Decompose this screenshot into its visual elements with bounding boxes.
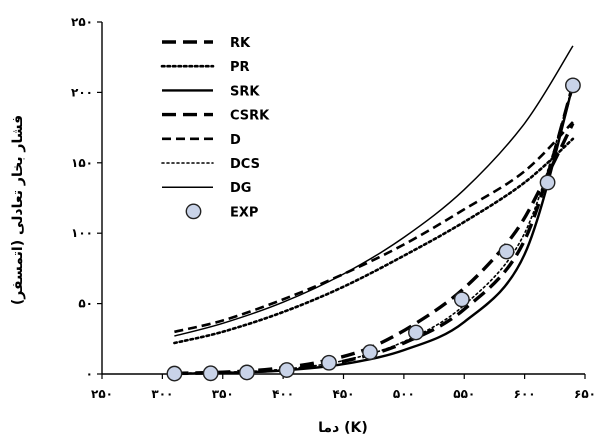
exp-point — [408, 324, 424, 341]
axes: ۰ ۵۰ ۱۰۰ ۱۵۰ ۲۰۰ ۲۵۰ ۲۵۰ ۳۰۰ ۳۵۰ ۴۰۰ ۴۵۰ ۵۰۰ ۵۵۰ ۶۰۰ ۶… — [71, 15, 596, 401]
exp-point — [498, 243, 515, 260]
y-tick-label: ۲۵۰ — [71, 15, 93, 29]
legend-label-dg: DG — [230, 181, 251, 196]
series-line-dcs — [173, 84, 574, 375]
exp-point — [362, 344, 378, 361]
x-tick-label: ۶۰۰ — [514, 387, 536, 401]
x-tick-label: ۵۰۰ — [393, 387, 415, 401]
x-tick-label: ۴۵۰ — [333, 387, 355, 401]
exp-point — [453, 291, 470, 308]
exp-point — [321, 354, 337, 371]
legend-marker-exp — [185, 203, 202, 220]
legend-label-pr: PR — [230, 60, 250, 75]
plot-area — [166, 45, 581, 382]
legend-label-d: D — [230, 133, 241, 148]
exp-point — [238, 364, 255, 381]
x-tick-label: ۶۵۰ — [574, 387, 596, 401]
legend-label-srk: SRK — [230, 84, 260, 99]
exp-point — [166, 365, 183, 382]
exp-point — [278, 362, 295, 378]
y-tick-label: ۱۰۰ — [71, 226, 93, 240]
legend-label-csrk: CSRK — [230, 109, 270, 124]
legend: RK PR SRK CSRK D DCS DG EXP — [160, 36, 270, 220]
exp-point — [202, 365, 219, 382]
exp-point — [565, 77, 581, 94]
y-tick-label: ۰ — [86, 367, 93, 381]
series-line-pr — [173, 137, 575, 345]
legend-label-rk: RK — [230, 36, 251, 51]
x-tick-label: ۲۵۰ — [91, 387, 113, 401]
y-axis-title: فشار بخار تعادلی (اتمسفر) — [10, 115, 26, 305]
legend-label-exp: EXP — [230, 205, 258, 220]
legend-label-dcs: DCS — [230, 157, 260, 172]
x-axis-title: دما (K) — [318, 420, 368, 436]
x-tick-label: ۳۰۰ — [151, 387, 173, 401]
series-line-srk — [174, 85, 575, 375]
x-tick-label: ۴۰۰ — [272, 387, 294, 401]
series-line-csrk — [174, 84, 575, 376]
y-tick-label: ۲۰۰ — [71, 85, 93, 99]
exp-point — [539, 174, 556, 191]
y-tick-label: ۵۰ — [78, 297, 93, 311]
y-tick-label: ۱۵۰ — [71, 156, 93, 170]
x-tick-label: ۳۵۰ — [212, 387, 234, 401]
series-line-d — [174, 121, 574, 334]
series-line-dg — [174, 45, 574, 337]
x-tick-label: ۵۵۰ — [453, 387, 475, 401]
